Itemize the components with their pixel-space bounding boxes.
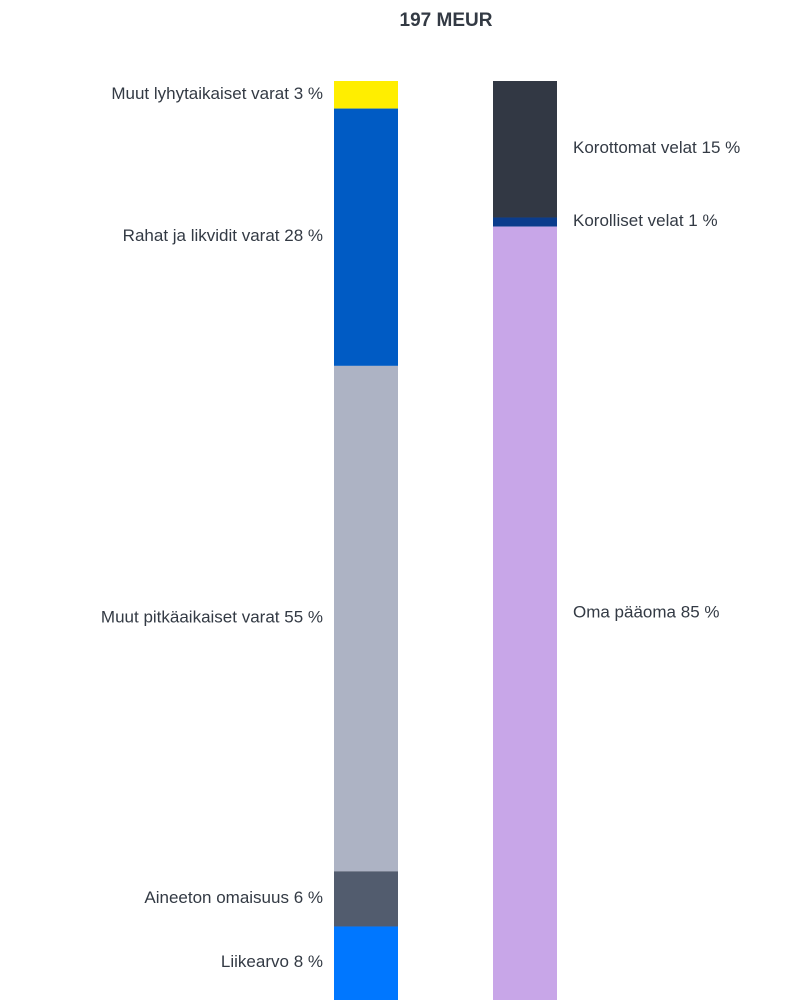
segment-label: Korolliset velat 1 % [573, 212, 718, 231]
bar-segment [334, 926, 398, 1000]
segment-label: Oma pääoma 85 % [573, 603, 719, 622]
segment-label: Liikearvo 8 % [221, 953, 323, 972]
segment-value-label: 15 % [702, 139, 741, 158]
segment-name: Rahat ja likvidit varat [123, 227, 280, 246]
segment-value-label: 3 % [294, 84, 323, 103]
segment-name: Muut lyhytaikaiset varat [111, 84, 289, 103]
segment-name: Aineeton omaisuus [144, 888, 289, 907]
bar-segment [334, 108, 398, 366]
chart-title: 197 MEUR [400, 10, 493, 31]
bar-segment [334, 365, 398, 872]
bar-segment [493, 81, 557, 218]
bar-segment [493, 226, 557, 1000]
segment-label: Aineeton omaisuus 6 % [144, 888, 323, 907]
segment-name: Muut pitkäaikaiset varat [101, 608, 280, 627]
bar-segment [334, 871, 398, 927]
segment-name: Korolliset velat [573, 212, 684, 231]
bar-segment [493, 217, 557, 227]
segment-value-label: 55 % [284, 608, 323, 627]
segment-label: Muut pitkäaikaiset varat 55 % [101, 608, 323, 627]
segment-value-label: 28 % [284, 227, 323, 246]
segment-name: Korottomat velat [573, 139, 697, 158]
bar-segment [334, 81, 398, 109]
segment-name: Oma pääoma [573, 603, 677, 622]
segment-name: Liikearvo [221, 953, 289, 972]
segment-label: Korottomat velat 15 % [573, 139, 740, 158]
segment-label: Muut lyhytaikaiset varat 3 % [111, 84, 323, 103]
segment-label: Rahat ja likvidit varat 28 % [123, 227, 323, 246]
segment-value-label: 85 % [681, 603, 720, 622]
segment-value-label: 6 % [294, 888, 323, 907]
segment-value-label: 8 % [294, 953, 323, 972]
segment-value-label: 1 % [688, 212, 717, 231]
